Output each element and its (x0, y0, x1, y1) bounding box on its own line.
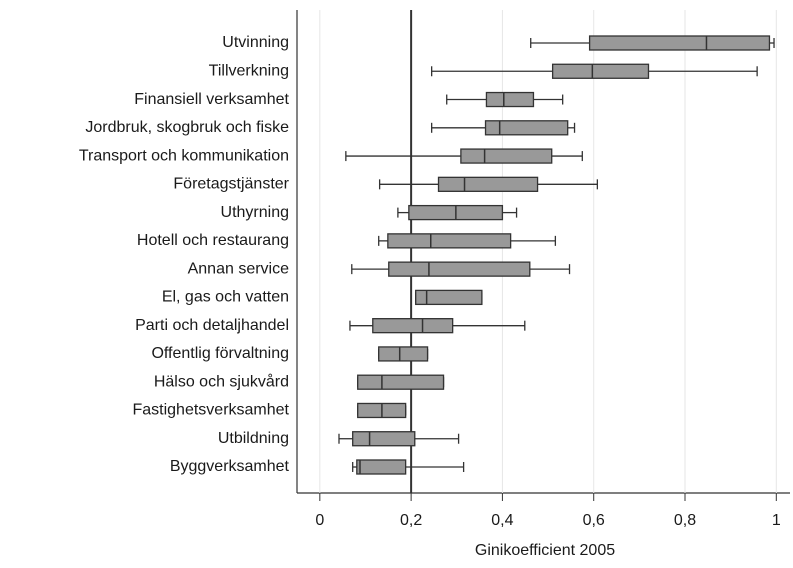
x-axis-title: Ginikoefficient 2005 (475, 542, 615, 559)
box (352, 431, 416, 447)
category-label: El, gas och vatten (162, 289, 289, 306)
x-tick-label: 0,8 (674, 512, 696, 529)
x-tick-label: 0,6 (583, 512, 605, 529)
category-label: Företagstjänster (173, 176, 289, 193)
box (485, 91, 535, 108)
box (415, 289, 483, 306)
category-label: Annan service (188, 260, 289, 277)
category-label: Finansiell verksamhet (134, 91, 289, 108)
box (378, 346, 429, 362)
box (460, 148, 553, 164)
x-tick-label: 0,2 (400, 512, 422, 529)
category-label: Jordbruk, skogbruk och fiske (85, 119, 289, 136)
x-tick-label: 1 (772, 512, 781, 529)
box (551, 63, 650, 79)
category-label: Hotell och restaurang (137, 232, 289, 249)
category-label: Parti och detaljhandel (135, 317, 289, 334)
box (484, 120, 569, 136)
box (372, 318, 454, 334)
category-label: Utvinning (222, 34, 289, 51)
box (388, 261, 531, 277)
category-label: Utbildning (218, 430, 289, 447)
box (357, 374, 445, 390)
category-label: Offentlig förvaltning (151, 345, 289, 362)
box (437, 176, 539, 192)
category-label: Tillverkning (209, 62, 289, 79)
category-label: Transport och kommunikation (79, 147, 289, 164)
box (387, 233, 512, 249)
x-tick-label: 0 (315, 512, 324, 529)
category-label: Uthyrning (221, 204, 289, 221)
category-label: Hälso och sjukvård (154, 372, 289, 390)
category-label: Fastighetsverksamhet (132, 402, 289, 419)
category-label: Byggverksamhet (170, 458, 290, 475)
box (588, 35, 771, 51)
box (356, 459, 407, 475)
x-tick-label: 0,4 (491, 512, 513, 529)
